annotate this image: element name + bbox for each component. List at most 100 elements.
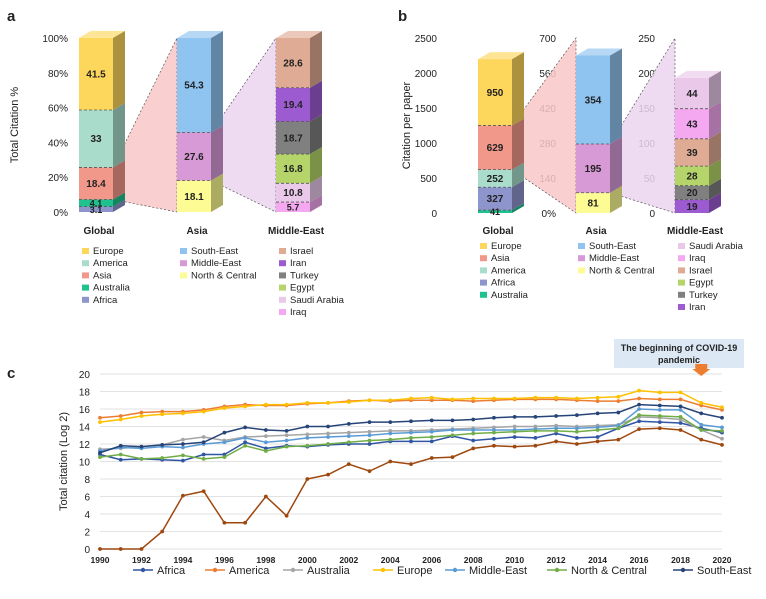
panel-a-bar-middle-east-seg-saudi-arabia — [276, 183, 310, 203]
panel-c-point-south-east — [388, 420, 393, 425]
panel-a-bar-asia-label: Asia — [186, 226, 208, 237]
panel-a-legend-middle-east-entry-iran: Iran — [290, 258, 306, 269]
panel-c-point-europe — [222, 406, 227, 411]
panel-b-global-y-tick: 1000 — [415, 139, 438, 150]
panel-c-point-iran — [388, 459, 393, 464]
panel-a-legend-middle-east-entry-saudi-arabia: Saudi Arabia — [290, 295, 345, 306]
panel-c-point-north-central — [637, 413, 641, 418]
panel-a-legend-middle-east-swatch-israel — [279, 248, 286, 254]
panel-c-point-australia — [346, 430, 351, 435]
panel-c-point-africa — [243, 440, 248, 445]
panel-c-point-europe — [263, 402, 268, 407]
panel-a-legend-global-entry-asia: Asia — [93, 270, 112, 281]
panel-c-point-north-central — [305, 443, 310, 448]
panel-c-point-north-central — [554, 428, 559, 433]
panel-c-point-iran — [284, 513, 289, 518]
panel-c-point-iran — [263, 494, 268, 499]
panel-c-point-south-east — [512, 414, 517, 419]
panel-c-point-south-east — [450, 418, 455, 423]
panel-c-point-africa — [657, 420, 662, 425]
panel-c-point-iran — [346, 462, 351, 467]
panel-a-bar-global-seg-africa — [79, 206, 113, 212]
panel-b-asia-y-tick: 700 — [539, 34, 556, 45]
panel-a-bar-global-data-label: 41.5 — [86, 69, 106, 80]
panel-a-bar-global-seg-europe — [79, 37, 113, 111]
panel-c-point-europe — [388, 398, 393, 403]
panel-b-bar-middle-east-seg-iran — [675, 199, 709, 213]
panel-c-point-north-central — [574, 429, 579, 434]
panel-c-point-europe — [139, 414, 144, 418]
panel-c-point-europe — [284, 402, 289, 407]
panel-a-bar-middle-east-seg-egypt-side — [310, 147, 322, 184]
panel-c-point-middle-east — [222, 440, 227, 445]
panel-b-bar-middle-east-seg-egypt — [675, 166, 709, 186]
panel-a-legend-middle-east-swatch-iran — [279, 260, 286, 267]
panel-c-point-north-central — [388, 437, 393, 442]
panel-c-point-america — [657, 397, 662, 402]
panel-c-y-tick: 8 — [84, 475, 90, 486]
panel-a-legend-global-swatch-america — [82, 260, 89, 267]
panel-c-point-africa — [409, 439, 413, 444]
panel-b-y-axis-label: Citation per paper — [401, 81, 413, 169]
panel-b-middle-east-y-tick: 0 — [649, 209, 655, 220]
panel-a-bar-global-seg-asia-side — [113, 160, 125, 200]
panel-a-bar-asia-seg-north-central — [177, 180, 211, 212]
panel-a-legend-global-swatch-africa — [82, 296, 89, 303]
panel-label-c: c — [7, 365, 15, 382]
panel-c-point-africa — [678, 421, 683, 425]
panel-a-bar-asia-data-label: 54.3 — [184, 81, 204, 92]
panel-b-legend-global-entry-africa: Africa — [491, 278, 516, 289]
panel-b-legend-middle-east-entry-israel: Israel — [689, 265, 712, 276]
panel-c-point-europe — [616, 394, 621, 399]
panel-c-legend-marker-africa — [140, 567, 146, 573]
panel-b-bar-middle-east-seg-egypt-side — [709, 159, 721, 186]
panel-a-bar-global-seg-europe-side — [113, 30, 125, 111]
panel-b-legend-global-swatch-america — [480, 267, 487, 274]
panel-c-point-iran — [160, 529, 165, 534]
panel-a-bar-middle-east-seg-israel-side — [310, 31, 322, 88]
panel-b-bar-middle-east-seg-iran-side — [709, 192, 721, 213]
panel-c-point-north-central — [678, 414, 683, 419]
panel-c-point-iran — [98, 547, 102, 551]
panel-c-point-south-east — [367, 420, 372, 425]
panel-a-bar-middle-east-seg-iran — [276, 87, 310, 122]
panel-c-point-iran — [512, 444, 517, 449]
panel-b-legend-asia-entry-middle-east: Middle-East — [589, 253, 640, 264]
panel-c-point-iran — [699, 437, 704, 442]
panel-a-legend-asia-swatch-south-east — [180, 248, 187, 254]
panel-b-bar-global-seg-africa-side — [512, 180, 524, 211]
panel-c-point-south-east — [346, 421, 351, 426]
panel-c-y-tick: 2 — [84, 528, 90, 539]
panel-b-legend-middle-east-entry-saudi-arabia: Saudi Arabia — [689, 241, 744, 252]
panel-b-middle-east-y-tick: 200 — [638, 69, 655, 80]
panel-a-bar-global-seg-america-side — [113, 103, 125, 168]
panel-b-bar-asia-seg-middle-east-side — [610, 137, 622, 193]
panel-a-bar-middle-east-seg-saudi-arabia-side — [310, 176, 322, 203]
panel-a-bar-asia-data-label: 27.6 — [184, 152, 204, 163]
panel-a-bar-middle-east-seg-turkey-side — [310, 114, 322, 155]
panel-c-x-tick: 2000 — [298, 555, 317, 565]
panel-a-bar-asia-seg-south-east-side — [211, 31, 223, 133]
panel-b-asia-connector — [511, 36, 577, 214]
panel-c-point-north-central — [118, 452, 123, 457]
panel-c-point-europe — [305, 400, 310, 405]
panel-c-y-tick: 12 — [79, 440, 91, 451]
panel-b-global-y-tick: 500 — [420, 174, 437, 185]
panel-b-bar-middle-east-seg-saudi-arabia-side — [709, 70, 721, 109]
panel-b-bar-global-label: Global — [482, 226, 513, 237]
panel-c-point-iran — [533, 443, 538, 448]
panel-c-point-africa — [118, 457, 123, 462]
panel-c-x-tick: 1992 — [132, 555, 151, 565]
panel-c-point-iran — [450, 455, 455, 460]
panel-c-point-america — [637, 396, 641, 401]
panel-b-legend-global-swatch-africa — [480, 279, 487, 286]
panel-c-x-tick: 2010 — [505, 555, 524, 565]
panel-a-bar-middle-east-data-label: 28.6 — [283, 58, 303, 69]
panel-c-point-africa — [201, 452, 206, 457]
panel-c-legend-entry-africa: Africa — [157, 565, 186, 577]
panel-c-x-tick: 2002 — [339, 555, 358, 565]
panel-c-point-middle-east — [595, 425, 600, 430]
panel-b-legend-asia-swatch-south-east — [578, 243, 585, 249]
panel-b-middle-east-y-tick: 250 — [638, 34, 655, 45]
